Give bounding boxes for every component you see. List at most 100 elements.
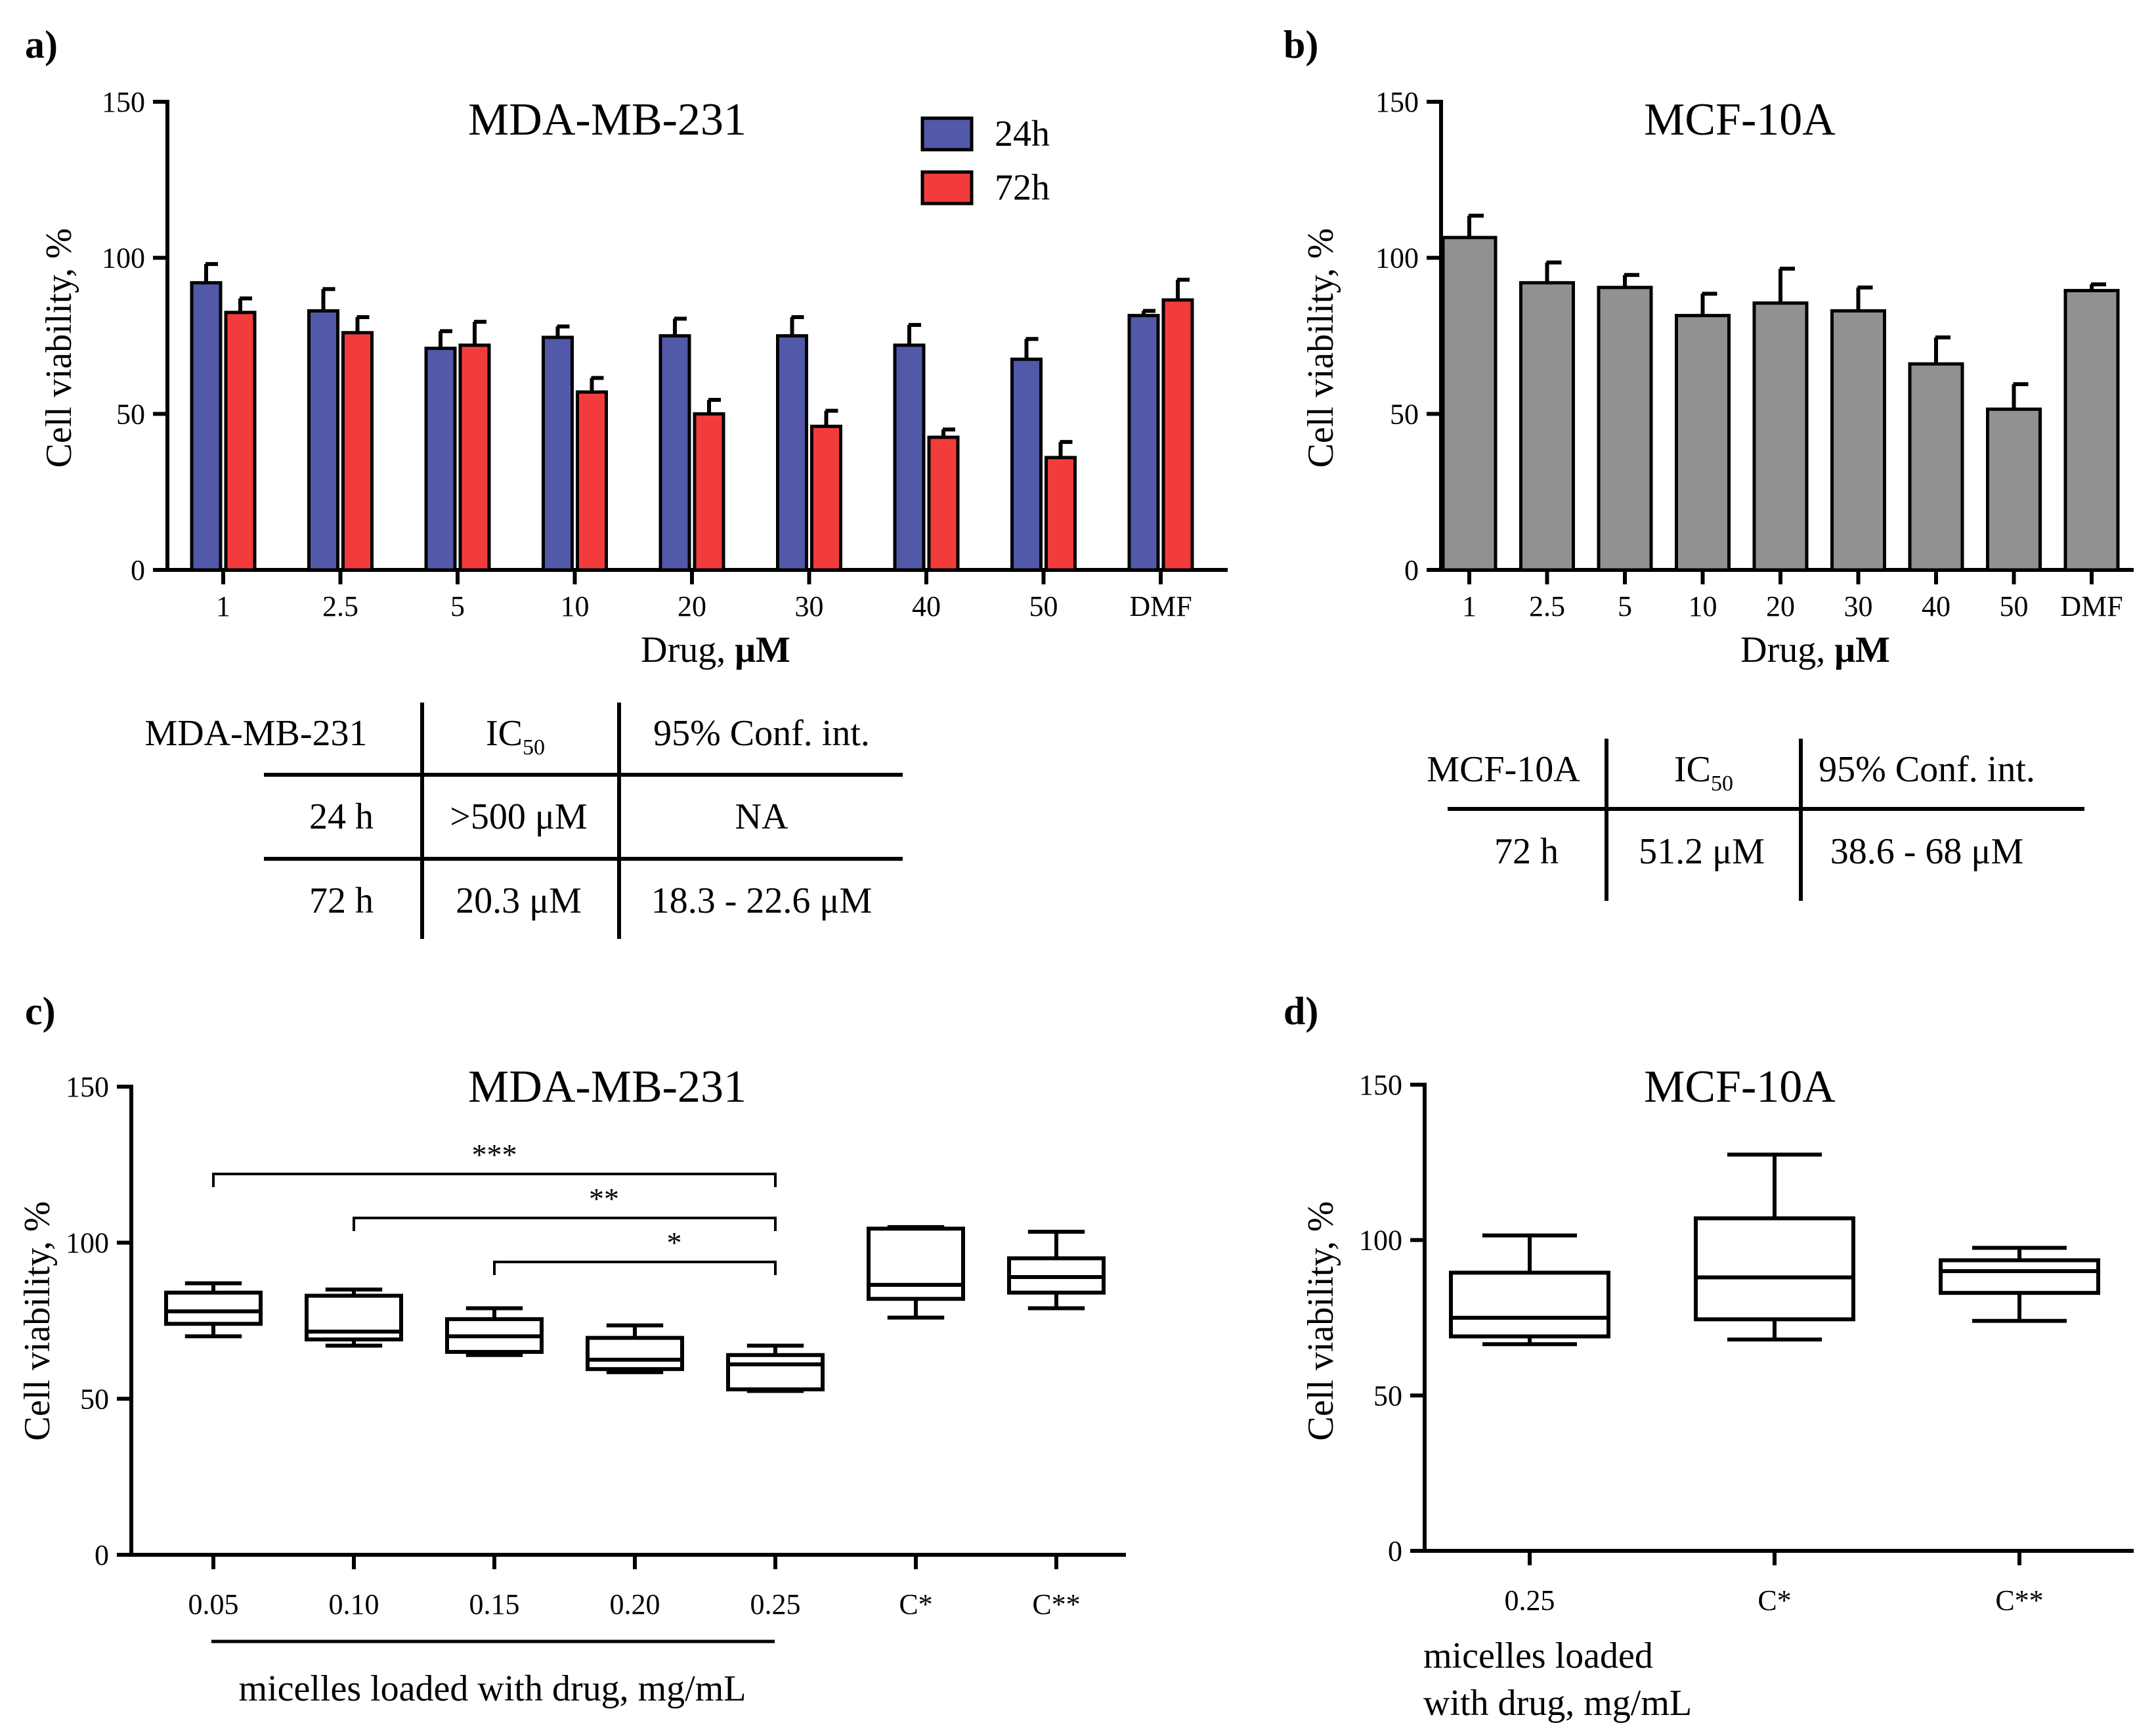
panel-b-y-tick-label: 50 [1390, 398, 1419, 430]
panel-a-x-axis-label: Drug, μM [641, 630, 790, 670]
panel-c-box [867, 1226, 965, 1301]
panel-d-y-axis-label: Cell viability, % [1301, 1202, 1341, 1441]
panel-c-y-axis-label: Cell viability, % [17, 1202, 58, 1441]
panel-b-x-axis-label: Drug, μM [1740, 630, 1890, 670]
panel-a-bar-72h [693, 412, 725, 572]
table-b-row1-ci: 38.6 - 68 μM [1830, 831, 2023, 872]
panel-c-x-axis-label: micelles loaded with drug, mg/mL [239, 1668, 746, 1709]
panel-a-title: MDA-MB-231 [468, 95, 746, 145]
table-a-row2-ic50: 20.3 μM [456, 880, 582, 921]
table-a-row1-time: 24 h [309, 796, 374, 837]
table-a-row2-ci: 18.3 - 22.6 μM [651, 880, 872, 921]
table-a-row1-ci: NA [735, 796, 788, 837]
legend-label-24h: 24h [995, 114, 1050, 154]
panel-d-box-plot: d) MCF-10A Cell viability, % micelles lo… [1283, 989, 2134, 1724]
panel-b-bar [1519, 281, 1575, 572]
panel-a-bar-24h [1127, 314, 1160, 572]
panel-d-x-axis-label-line2: with drug, mg/mL [1423, 1683, 1692, 1724]
panel-b-x-tick-label: 5 [1618, 590, 1632, 622]
panel-c-x-tick-label: 0.15 [469, 1588, 520, 1620]
panel-c-x-tick-label: 0.20 [610, 1588, 660, 1620]
table-b-header-ci: 95% Conf. int. [1819, 749, 2035, 790]
panel-b-y-tick-label: 150 [1375, 86, 1419, 118]
panel-a-bar-72h [458, 343, 491, 572]
panel-b-bar [1675, 314, 1731, 572]
panel-b-bar [2063, 289, 2120, 572]
panel-c-title: MDA-MB-231 [468, 1062, 746, 1112]
panel-a-bar-24h [1010, 357, 1043, 572]
table-a-header-ci: 95% Conf. int. [653, 713, 870, 754]
panel-a-bar-72h [927, 435, 960, 572]
panel-d-x-tick-label: C** [1995, 1584, 2043, 1617]
panel-a-bar-24h [776, 334, 808, 572]
panel-b-bar [1597, 286, 1653, 572]
panel-b-x-tick-label: 50 [2000, 590, 2029, 622]
panel-b-x-tick-label: 30 [1844, 590, 1873, 622]
table-a-header-ic50: IC50 [486, 713, 545, 760]
panel-d-box [1939, 1258, 2100, 1295]
panel-d-y-tick-label: 50 [1373, 1379, 1402, 1412]
panel-d-box [1694, 1216, 1855, 1322]
panel-a-legend: 24h 72h [920, 114, 1050, 208]
table-a-row1-ic50: >500 μM [450, 796, 587, 837]
panel-a-bar-72h [1161, 298, 1194, 572]
panel-a-x-tick-label: DMF [1129, 590, 1192, 622]
panel-a-x-tick-label: 40 [912, 590, 941, 622]
panel-b-x-tick-label: 20 [1766, 590, 1795, 622]
panel-d-x-axis-label-line1: micelles loaded [1423, 1636, 1653, 1676]
panel-b-x-tick-label: 40 [1922, 590, 1951, 622]
panel-d-y-tick-label: 100 [1359, 1225, 1402, 1257]
panel-a-bar-24h [424, 347, 457, 572]
panel-c-box [726, 1353, 825, 1392]
panel-a-x-tick-label: 50 [1029, 590, 1058, 622]
panel-d-x-tick-label: 0.25 [1505, 1584, 1555, 1617]
legend-swatch-72h [920, 170, 974, 206]
panel-c-x-tick-label: 0.10 [329, 1588, 379, 1620]
panel-c-x-tick-label: C* [899, 1588, 932, 1620]
panel-d-x-tick-label: C* [1757, 1584, 1791, 1617]
panel-a-bar-24h [542, 336, 574, 572]
panel-b-bar-chart: b) MCF-10A Cell viability, % Drug, μM 0 5… [1283, 23, 2134, 670]
panel-a-x-tick-label: 1 [216, 590, 230, 622]
panel-b-bar [1986, 407, 2042, 572]
panel-c-box [586, 1335, 684, 1372]
panel-a-bar-72h [224, 311, 257, 572]
panel-b-title: MCF-10A [1644, 95, 1836, 145]
panel-c-significance-bracket [212, 1173, 777, 1187]
table-b-header-line: MCF-10A [1427, 749, 1580, 790]
ic50-table-b: MCF-10A IC50 95% Conf. int. 72 h 51.2 μM… [1427, 739, 2084, 901]
panel-b-bar [1441, 236, 1498, 572]
panel-c-box [164, 1290, 263, 1326]
panel-a-label: a) [25, 23, 58, 66]
panel-c-x-tick-label: C** [1032, 1588, 1080, 1620]
table-b-row1-time: 72 h [1494, 831, 1559, 872]
panel-a-x-tick-label: 5 [450, 590, 465, 622]
table-a-row2-time: 72 h [309, 880, 374, 921]
panel-c-y-tick-label: 0 [95, 1539, 109, 1571]
panel-c-label: c) [25, 989, 56, 1033]
panel-a-y-tick-label: 150 [102, 86, 145, 118]
panel-a-bar-chart: a) MDA-MB-231 Cell viability, % Drug, μM… [25, 23, 1228, 670]
panel-d-y-tick-label: 150 [1359, 1069, 1402, 1101]
panel-c-significance-bracket [353, 1217, 777, 1231]
panel-c-y-tick-label: 50 [80, 1383, 109, 1415]
panel-d-label: d) [1283, 989, 1318, 1033]
table-a-header-line: MDA-MB-231 [144, 713, 367, 754]
panel-a-bar-24h [307, 309, 339, 572]
panel-b-x-tick-label: 1 [1462, 590, 1477, 622]
panel-c-significance-label: *** [472, 1138, 517, 1171]
panel-c-significance-bracket [493, 1261, 777, 1275]
panel-c-significance-label: * [667, 1226, 682, 1259]
panel-a-bar-72h [810, 424, 842, 572]
panel-a-y-axis-label: Cell viability, % [39, 228, 79, 468]
panel-c-x-tick-label: 0.05 [188, 1588, 239, 1620]
panel-a-x-tick-label: 30 [795, 590, 824, 622]
panel-b-bar [1830, 309, 1886, 572]
panel-b-x-tick-label: 2.5 [1529, 590, 1565, 622]
panel-b-y-axis-label: Cell viability, % [1301, 228, 1341, 468]
panel-d-title: MCF-10A [1644, 1062, 1836, 1112]
panel-b-y-tick-label: 0 [1404, 554, 1419, 586]
legend-swatch-24h [920, 116, 974, 152]
panel-a-bar-72h [341, 331, 374, 572]
